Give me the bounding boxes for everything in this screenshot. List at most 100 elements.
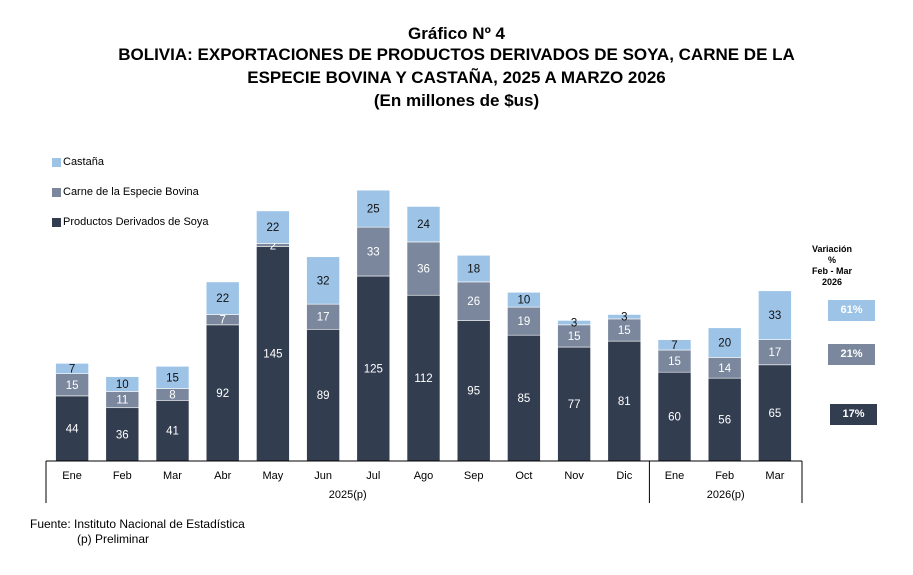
source-note: Fuente: Instituto Nacional de Estadístic… (30, 517, 245, 547)
data-label-castana: 22 (267, 222, 280, 234)
data-label-bovina: 36 (417, 264, 430, 276)
data-label-soya: 81 (618, 396, 631, 408)
bar-segment-soya (557, 346, 591, 462)
x-tick-label: Ago (414, 470, 434, 482)
data-label-soya: 145 (263, 349, 282, 361)
data-label-castana: 20 (718, 338, 731, 350)
data-label-bovina: 19 (518, 316, 531, 328)
bar-segment-castana (256, 210, 290, 244)
data-label-castana: 7 (69, 364, 75, 376)
x-tick-label: Mar (765, 470, 784, 482)
x-tick-label: May (263, 470, 284, 482)
chart-title-line2: ESPECIE BOVINA Y CASTAÑA, 2025 A MARZO 2… (247, 68, 666, 87)
chart-number: Gráfico Nº 4 (408, 24, 505, 43)
data-label-soya: 112 (414, 373, 432, 385)
data-label-bovina: 2 (270, 240, 276, 252)
x-tick-label: Ene (62, 470, 82, 482)
bar-segment-castana (105, 376, 140, 392)
data-label-bovina: 11 (116, 395, 128, 407)
data-label-castana: 3 (571, 317, 577, 329)
bar-segment-bovina (356, 226, 391, 277)
bar-segment-castana (707, 327, 742, 358)
data-label-soya: 60 (668, 412, 681, 424)
data-label-soya: 36 (116, 429, 129, 441)
source-line: Fuente: Instituto Nacional de Estadístic… (30, 517, 245, 531)
bar-segment-castana (306, 256, 340, 305)
bar-segment-castana (205, 281, 240, 315)
legend-label-castana: Castaña (63, 156, 104, 168)
data-label-bovina: 17 (769, 347, 782, 359)
legend-swatch-bovina (52, 187, 61, 197)
data-label-bovina: 8 (169, 389, 175, 401)
data-label-castana: 18 (467, 264, 480, 276)
data-label-bovina: 14 (718, 363, 731, 375)
x-tick-label: Nov (564, 470, 584, 482)
bar-segment-soya (55, 395, 89, 462)
data-label-castana: 7 (671, 340, 677, 352)
bar-segment-castana (55, 363, 89, 374)
data-label-bovina: 15 (66, 380, 79, 392)
data-label-soya: 89 (317, 390, 330, 402)
data-label-castana: 32 (317, 275, 330, 287)
legend-swatch-soya (52, 217, 61, 227)
bar-segment-soya (155, 400, 190, 462)
data-label-soya: 65 (769, 408, 782, 420)
data-label-bovina: 33 (367, 247, 380, 259)
data-label-castana: 33 (769, 310, 782, 322)
variation-soya-badge: 17% (830, 404, 877, 425)
bar-segment-castana (507, 291, 541, 308)
x-tick-label: Jul (366, 470, 380, 482)
data-label-soya: 77 (568, 399, 581, 411)
bar-segment-bovina (406, 241, 441, 296)
bar-segment-soya (456, 320, 491, 462)
data-label-castana: 24 (417, 219, 430, 231)
x-tick-label: Jun (314, 470, 332, 482)
bar-segment-castana (557, 320, 591, 326)
variation-title-line2: Feb - Mar (811, 266, 852, 276)
legend-label-soya: Productos Derivados de Soya (63, 216, 209, 228)
data-label-bovina: 15 (668, 356, 681, 368)
bar-segment-bovina (507, 306, 541, 336)
bar-segment-castana (356, 189, 391, 228)
variation-title: Variación % Feb - Mar 2026 (808, 244, 856, 288)
x-tick-label: Sep (464, 470, 484, 482)
bar-segment-castana (758, 290, 792, 340)
variation-title-line1: Variación % (811, 244, 853, 265)
data-label-soya: 125 (364, 364, 383, 376)
data-label-castana: 10 (116, 379, 129, 391)
data-label-bovina: 15 (618, 325, 631, 337)
variation-castana-badge: 61% (828, 300, 875, 321)
data-label-castana: 15 (166, 372, 179, 384)
x-tick-label: Ene (665, 470, 685, 482)
data-label-bovina: 26 (467, 296, 480, 308)
bar-segment-soya (306, 328, 340, 462)
data-label-castana: 10 (518, 295, 531, 307)
bar-segment-soya (105, 407, 140, 462)
bar-segment-bovina (456, 281, 491, 321)
x-tick-label: Abr (214, 470, 231, 482)
bar-segment-soya (256, 246, 290, 462)
bar-segment-castana (406, 206, 441, 243)
legend-item-bovina: Carne de la Especie Bovina (52, 186, 199, 198)
x-tick-label: Feb (113, 470, 132, 482)
preliminary-note: (p) Preliminar (77, 532, 150, 546)
data-label-soya: 85 (518, 393, 531, 405)
bar-segment-castana (657, 339, 692, 351)
data-label-bovina: 7 (219, 315, 225, 327)
data-label-castana: 3 (621, 311, 627, 323)
legend-label-bovina: Carne de la Especie Bovina (63, 186, 199, 198)
legend-item-soya: Productos Derivados de Soya (52, 216, 209, 228)
data-label-bovina: 15 (568, 331, 581, 343)
data-label-soya: 95 (467, 386, 480, 398)
chart-subtitle: (En millones de $us) (373, 91, 540, 110)
chart-title-line1: BOLIVIA: EXPORTACIONES DE PRODUCTOS DERI… (118, 45, 795, 64)
data-label-soya: 92 (216, 388, 229, 400)
data-label-soya: 41 (166, 426, 179, 438)
x-tick-label: Feb (715, 470, 734, 482)
bar-segment-castana (155, 365, 190, 389)
data-label-soya: 56 (718, 415, 731, 427)
x-tick-label: Dic (616, 470, 632, 482)
variation-bovina-badge: 21% (828, 344, 875, 365)
bar-segment-soya (507, 334, 541, 462)
